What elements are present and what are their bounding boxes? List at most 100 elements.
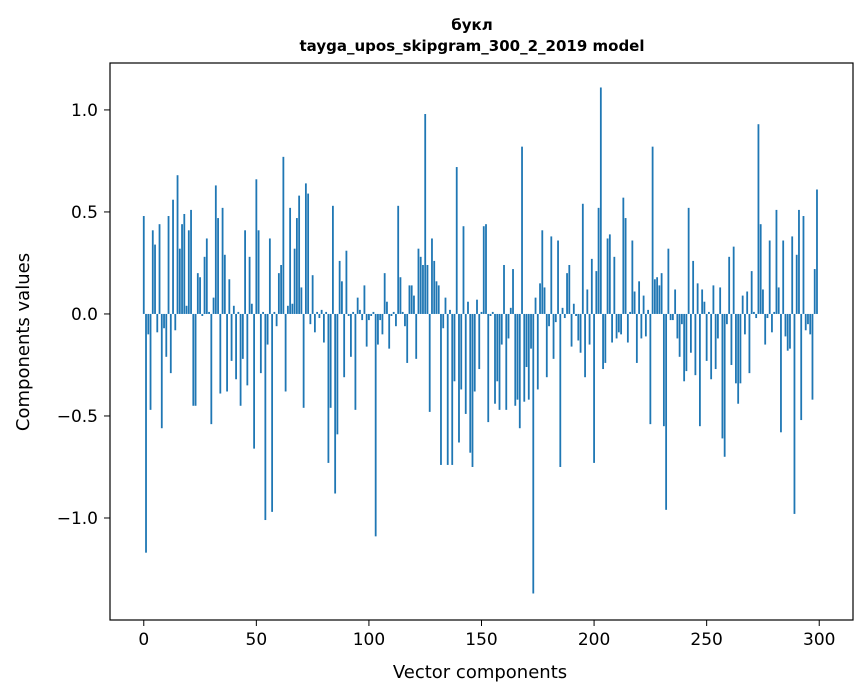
bar-226	[651, 146, 654, 314]
bar-40	[232, 305, 235, 314]
bar-182	[552, 313, 555, 359]
bar-198	[588, 313, 591, 345]
bar-57	[271, 313, 274, 512]
bar-200	[593, 313, 595, 463]
bar-42	[237, 311, 240, 314]
bar-49	[253, 313, 255, 449]
bar-213	[622, 197, 625, 314]
bar-264	[737, 313, 740, 404]
bar-10	[165, 313, 168, 357]
bar-145	[469, 313, 472, 453]
bar-132	[440, 313, 442, 465]
bar-256	[719, 287, 722, 314]
bar-278	[768, 240, 771, 314]
bar-160	[503, 264, 505, 314]
bar-56	[268, 238, 271, 314]
bar-262	[732, 246, 735, 314]
bar-92	[350, 313, 352, 357]
bar-13	[172, 199, 174, 314]
bar-219	[635, 313, 638, 363]
bar-274	[759, 224, 762, 314]
bar-59	[275, 313, 278, 327]
bar-285	[784, 313, 787, 337]
x-tick-label: 250	[690, 630, 722, 650]
bar-174	[534, 297, 537, 314]
bar-53	[262, 311, 264, 314]
bar-62	[282, 156, 285, 314]
bar-23	[194, 313, 197, 406]
x-tick-label: 50	[246, 630, 268, 650]
bar-149	[478, 313, 481, 370]
bar-68	[295, 218, 298, 314]
bar-93	[352, 311, 355, 314]
bar-164	[512, 269, 514, 314]
bar-118	[408, 285, 411, 314]
bar-194	[579, 313, 582, 353]
bar-131	[437, 285, 440, 314]
bar-295	[807, 313, 809, 325]
bar-126	[426, 264, 429, 314]
bar-60	[277, 273, 280, 314]
bar-229	[658, 285, 661, 314]
bar-144	[467, 301, 469, 314]
bar-296	[809, 313, 812, 335]
bar-253	[712, 285, 715, 314]
bar-38	[228, 279, 231, 314]
bar-111	[392, 311, 395, 314]
bar-66	[291, 303, 294, 314]
bar-7	[158, 224, 161, 314]
bar-299	[816, 189, 818, 314]
bar-150	[480, 311, 483, 314]
bar-205	[604, 313, 607, 363]
bar-161	[505, 313, 508, 410]
bar-26	[201, 313, 204, 316]
bar-272	[755, 313, 758, 319]
bar-67	[293, 248, 296, 314]
bar-210	[615, 313, 618, 339]
bar-280	[773, 311, 776, 314]
bar-293	[802, 216, 805, 314]
bar-177	[541, 230, 544, 314]
y-tick-label: −1.0	[57, 509, 98, 529]
bar-156	[494, 313, 496, 404]
bar-102	[372, 311, 375, 314]
bar-211	[617, 313, 620, 333]
bar-112	[395, 313, 397, 327]
bar-55	[266, 313, 269, 345]
y-tick-label: 1.0	[71, 101, 98, 121]
bar-41	[235, 313, 237, 380]
bar-99	[365, 313, 368, 347]
bar-129	[433, 260, 436, 314]
bar-261	[730, 313, 733, 365]
bar-263	[735, 313, 737, 384]
bar-271	[753, 311, 755, 314]
bar-20	[187, 230, 190, 314]
bar-123	[419, 256, 422, 314]
bar-286	[786, 313, 789, 351]
bar-100	[368, 313, 370, 321]
bar-158	[498, 313, 501, 410]
bar-110	[390, 313, 393, 316]
bar-214	[624, 218, 627, 314]
bar-90	[345, 250, 348, 314]
bar-77	[316, 311, 319, 314]
bar-197	[586, 289, 589, 314]
x-tick-label: 0	[138, 630, 149, 650]
bar-162	[507, 313, 510, 339]
bar-119	[410, 285, 413, 314]
bar-232	[665, 313, 668, 510]
bar-170	[525, 313, 528, 368]
bar-86	[336, 313, 339, 435]
bar-203	[599, 87, 602, 314]
bar-233	[667, 248, 670, 314]
bar-103	[374, 313, 377, 537]
bar-89	[343, 313, 346, 378]
bar-141	[460, 313, 463, 390]
bar-241	[685, 313, 688, 372]
bar-79	[320, 309, 323, 314]
bar-159	[500, 313, 503, 345]
bar-14	[174, 313, 177, 331]
bar-202	[597, 207, 600, 314]
bar-51	[257, 230, 260, 314]
y-tick-label: 0.5	[71, 203, 98, 223]
